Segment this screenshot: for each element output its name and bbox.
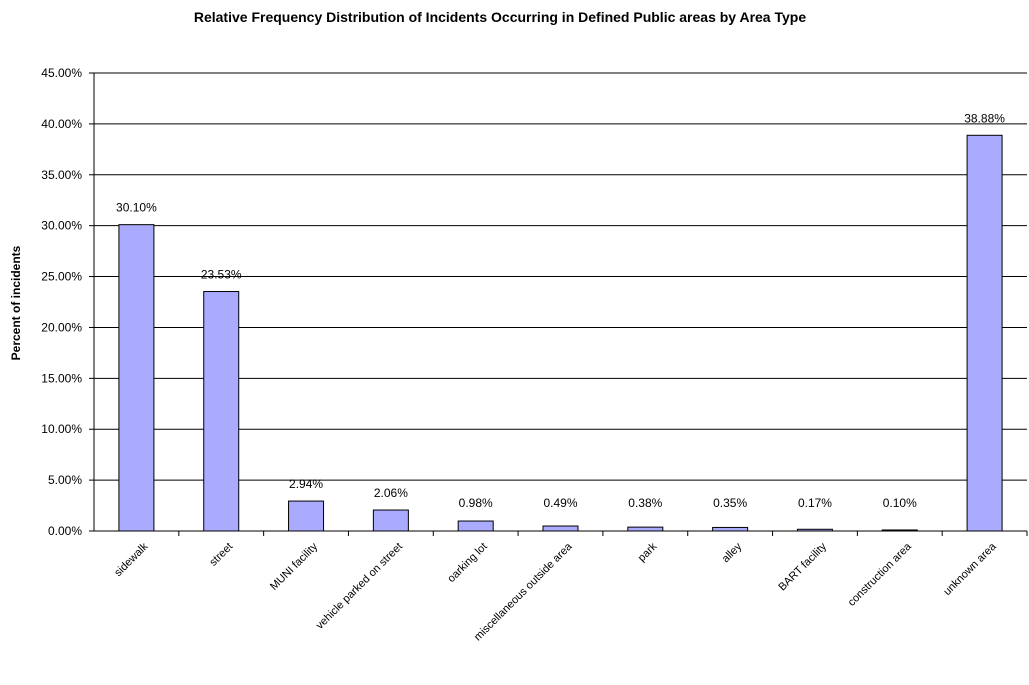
bar: [118, 224, 155, 532]
bar: [203, 291, 240, 532]
data-label: 38.88%: [964, 111, 1005, 125]
y-tick-label: 30.00%: [41, 219, 82, 233]
data-label: 0.49%: [543, 496, 577, 510]
gridlines: [94, 72, 1027, 481]
data-label: 0.38%: [628, 496, 662, 510]
x-category-label: vehicle parked on street: [314, 541, 405, 632]
data-labels: 30.10% 23.53% 2.94% 2.06% 0.98% 0.49% 0.38% 0.3…: [116, 111, 1005, 510]
data-label: 0.10%: [883, 496, 917, 510]
bar: [542, 525, 579, 532]
x-category-label: BART facility: [776, 540, 829, 593]
y-tick-label: 5.00%: [48, 473, 82, 487]
y-tick-label: 0.00%: [48, 524, 82, 538]
data-label: 0.98%: [459, 496, 493, 510]
x-category-label: street: [207, 541, 235, 569]
bar: [457, 520, 494, 532]
bars: [118, 134, 1003, 532]
y-tick-label: 20.00%: [41, 320, 82, 334]
data-label: 2.06%: [374, 486, 408, 500]
x-category-label: construction area: [846, 540, 915, 609]
y-axis-label: Percent of incidents: [9, 245, 23, 360]
y-tick-label: 10.00%: [41, 422, 82, 436]
axes: [89, 72, 1028, 536]
bar: [627, 526, 664, 532]
bar: [372, 509, 409, 532]
y-tick-label: 35.00%: [41, 168, 82, 182]
y-tick-labels: 0.00% 5.00% 10.00% 15.00% 20.00% 25.00% 30.00%…: [41, 66, 82, 538]
x-category-label: oarking lot: [445, 541, 489, 585]
x-category-label: MUNI facility: [268, 540, 320, 592]
data-label: 23.53%: [201, 268, 242, 282]
x-category-label: alley: [720, 540, 745, 565]
x-category-label: park: [636, 540, 660, 564]
x-category-label: unknown area: [941, 540, 999, 598]
bar: [712, 526, 749, 532]
x-category-label: miscellaneous outside area: [472, 540, 575, 643]
data-label: 30.10%: [116, 201, 157, 215]
chart-title: Relative Frequency Distribution of Incid…: [194, 9, 806, 25]
bar: [966, 134, 1003, 532]
data-label: 0.35%: [713, 496, 747, 510]
x-category-label: sidewalk: [112, 540, 151, 579]
y-tick-label: 45.00%: [41, 66, 82, 80]
data-label: 2.94%: [289, 477, 323, 491]
y-tick-label: 40.00%: [41, 117, 82, 131]
bar: [288, 500, 325, 532]
y-tick-label: 15.00%: [41, 371, 82, 385]
y-tick-label: 25.00%: [41, 270, 82, 284]
data-label: 0.17%: [798, 496, 832, 510]
